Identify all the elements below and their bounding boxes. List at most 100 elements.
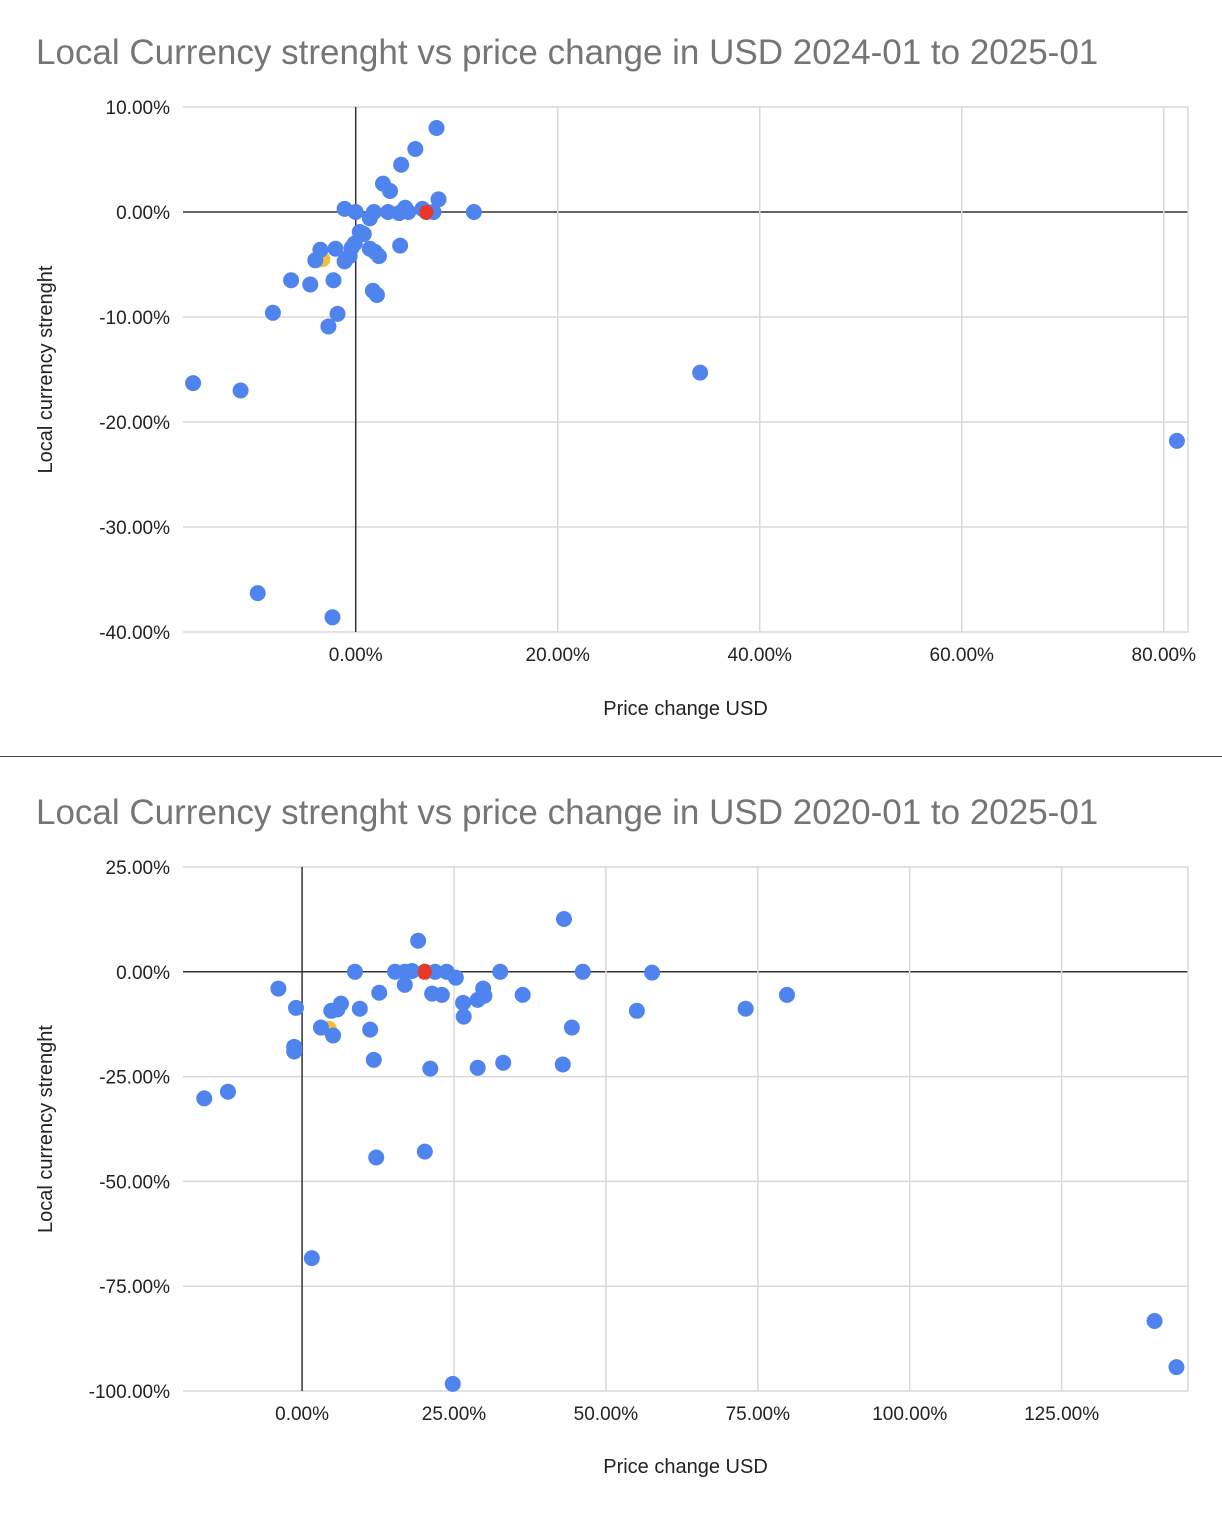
x-tick-label: 60.00% bbox=[930, 645, 995, 666]
data-point bbox=[563, 1019, 580, 1036]
x-tick-label: 75.00% bbox=[726, 1404, 791, 1425]
data-point bbox=[320, 318, 337, 335]
data-point bbox=[396, 976, 413, 993]
data-point-red-top bbox=[417, 964, 432, 979]
x-tick-label: 25.00% bbox=[422, 1404, 487, 1425]
data-point bbox=[365, 204, 382, 220]
data-point bbox=[362, 1021, 379, 1038]
scatter-chart-2020: Local Currency strenght vs price change … bbox=[35, 793, 1189, 1478]
data-point bbox=[325, 1027, 342, 1044]
chart-2020: Local Currency strenght vs price change … bbox=[0, 757, 1222, 1513]
data-point bbox=[249, 585, 266, 602]
chart-title: Local Currency strenght vs price change … bbox=[36, 793, 1098, 832]
x-axis-title: Price change USD bbox=[603, 1456, 768, 1478]
data-point bbox=[325, 272, 342, 289]
data-point bbox=[371, 984, 388, 1001]
data-point bbox=[400, 204, 417, 220]
data-point bbox=[327, 240, 344, 257]
y-tick-label: 25.00% bbox=[106, 858, 171, 879]
data-point bbox=[351, 1000, 368, 1017]
data-point bbox=[644, 964, 661, 981]
data-point bbox=[232, 382, 249, 399]
data-point bbox=[307, 252, 324, 269]
data-point bbox=[469, 1059, 486, 1076]
x-tick-label: 0.00% bbox=[275, 1404, 329, 1425]
data-point bbox=[303, 1250, 320, 1267]
data-point bbox=[365, 1051, 382, 1068]
data-point bbox=[447, 969, 464, 986]
data-point bbox=[302, 276, 319, 293]
y-tick-label: -75.00% bbox=[99, 1277, 170, 1298]
data-point bbox=[469, 991, 486, 1008]
data-point bbox=[312, 1019, 329, 1036]
y-tick-label: -20.00% bbox=[99, 413, 170, 434]
data-point bbox=[368, 1149, 385, 1166]
data-point bbox=[495, 1054, 512, 1071]
data-point bbox=[407, 141, 424, 157]
x-tick-label: 0.00% bbox=[329, 645, 383, 666]
y-tick-label: 0.00% bbox=[116, 203, 170, 224]
y-axis-title: Local currency strenght bbox=[35, 1025, 57, 1233]
data-point bbox=[492, 963, 509, 980]
data-point bbox=[692, 364, 709, 381]
data-point bbox=[264, 304, 281, 321]
data-point bbox=[382, 183, 399, 199]
data-point bbox=[514, 986, 531, 1003]
x-tick-label: 20.00% bbox=[526, 645, 591, 666]
data-point bbox=[427, 963, 444, 980]
data-point bbox=[628, 1002, 645, 1019]
data-point bbox=[574, 963, 591, 980]
chart-divider bbox=[0, 756, 1222, 757]
data-point bbox=[324, 609, 341, 626]
data-point bbox=[465, 204, 482, 220]
data-point bbox=[422, 1060, 439, 1077]
data-point bbox=[283, 272, 300, 289]
y-tick-label: -50.00% bbox=[99, 1172, 170, 1193]
y-axis-title: Local currency strenght bbox=[35, 265, 57, 473]
data-point bbox=[433, 986, 450, 1003]
data-point bbox=[196, 1090, 213, 1107]
data-point bbox=[393, 156, 410, 173]
y-tick-label: -100.00% bbox=[89, 1382, 170, 1403]
y-tick-label: -10.00% bbox=[99, 308, 170, 329]
x-tick-label: 80.00% bbox=[1132, 645, 1197, 666]
data-point bbox=[336, 253, 353, 270]
data-point-red-top bbox=[419, 205, 434, 219]
data-point bbox=[288, 999, 305, 1016]
data-point bbox=[737, 1000, 754, 1017]
chart-2024: Local Currency strenght vs price change … bbox=[0, 0, 1222, 756]
data-point bbox=[368, 286, 385, 303]
x-tick-label: 125.00% bbox=[1024, 1404, 1099, 1425]
y-tick-label: -40.00% bbox=[99, 623, 170, 644]
data-point bbox=[185, 375, 202, 392]
y-tick-label: -30.00% bbox=[99, 518, 170, 539]
x-axis-title: Price change USD bbox=[603, 698, 768, 720]
data-point bbox=[219, 1083, 236, 1100]
data-point bbox=[392, 237, 409, 254]
data-point bbox=[1146, 1312, 1163, 1329]
data-point bbox=[428, 120, 445, 136]
y-tick-label: -25.00% bbox=[99, 1068, 170, 1089]
data-point bbox=[444, 1375, 461, 1392]
data-point bbox=[346, 963, 363, 980]
data-point bbox=[416, 1143, 433, 1160]
data-point bbox=[455, 1008, 472, 1025]
y-tick-label: 0.00% bbox=[116, 963, 170, 984]
scatter-chart-2024: Local Currency strenght vs price change … bbox=[35, 33, 1197, 720]
data-point bbox=[370, 248, 387, 265]
x-tick-label: 50.00% bbox=[574, 1404, 639, 1425]
data-point bbox=[1168, 432, 1185, 449]
data-point bbox=[1168, 1359, 1185, 1376]
data-point bbox=[404, 962, 421, 979]
data-point bbox=[430, 191, 447, 208]
data-point bbox=[555, 910, 572, 927]
data-point bbox=[778, 986, 795, 1003]
data-point bbox=[323, 1002, 340, 1019]
data-point bbox=[410, 932, 427, 949]
data-point bbox=[554, 1056, 571, 1073]
data-point bbox=[329, 305, 346, 322]
x-tick-label: 40.00% bbox=[728, 645, 793, 666]
data-point bbox=[270, 980, 287, 997]
data-point bbox=[286, 1043, 303, 1060]
data-point bbox=[347, 204, 364, 220]
